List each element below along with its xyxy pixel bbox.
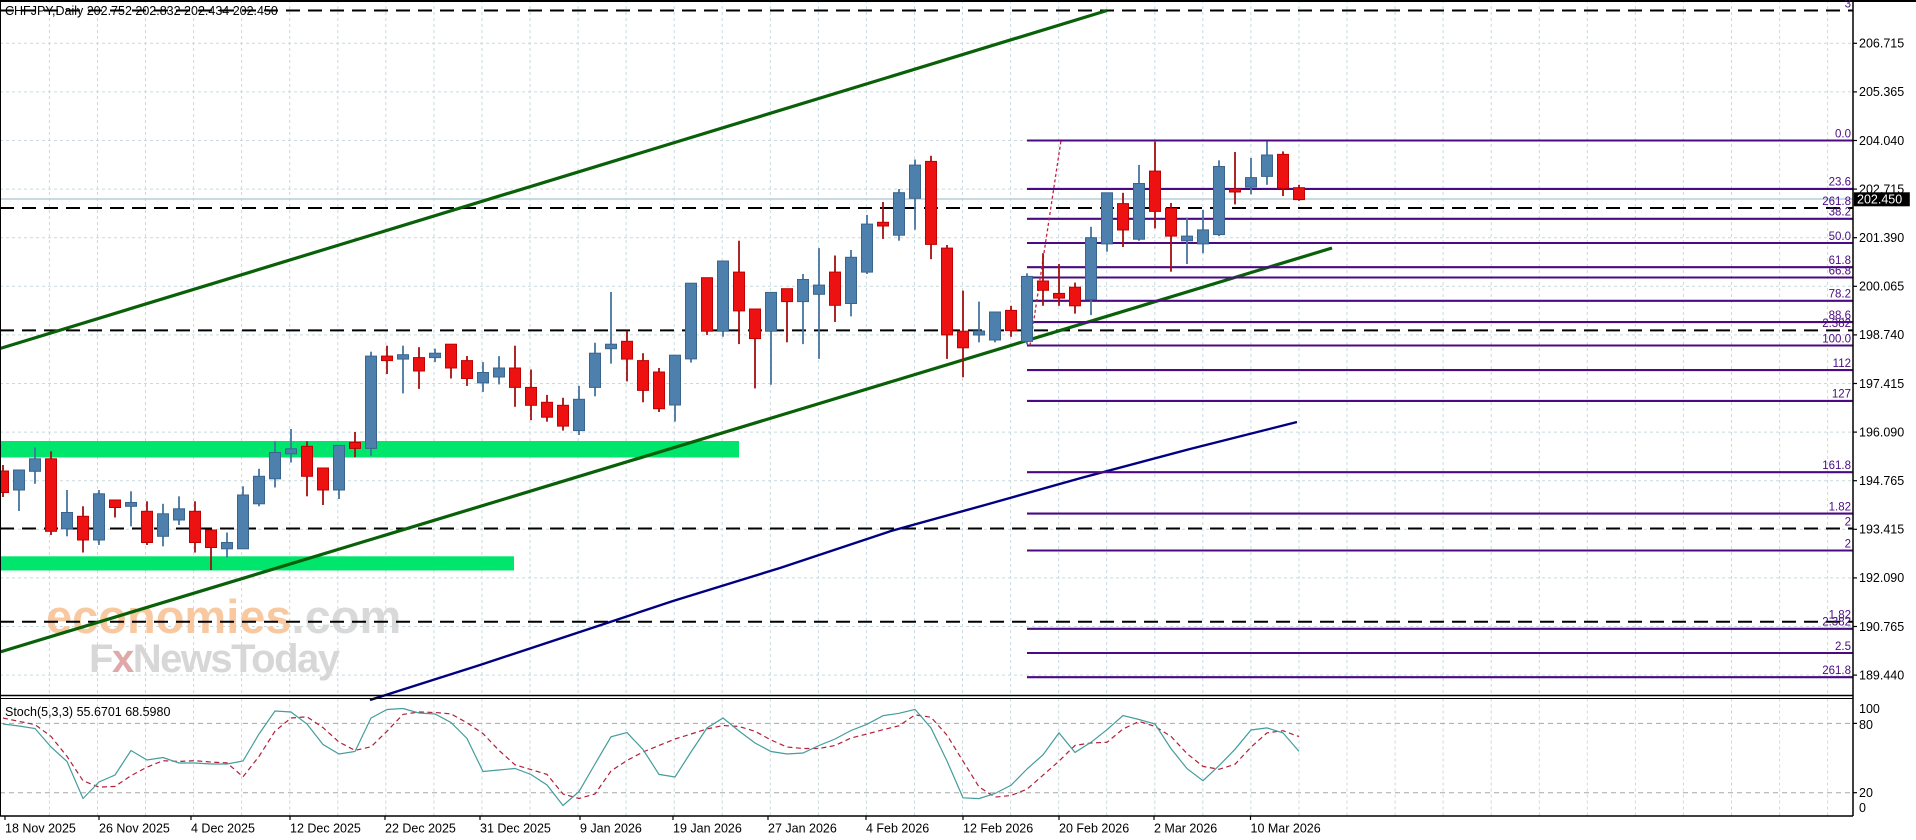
svg-text:38.2: 38.2 xyxy=(1829,207,1851,219)
svg-text:1.82: 1.82 xyxy=(1829,610,1851,622)
svg-text:161.8: 161.8 xyxy=(1822,460,1851,472)
svg-text:23.6: 23.6 xyxy=(1829,177,1851,189)
svg-text:80: 80 xyxy=(1859,718,1873,732)
svg-text:31 Dec 2025: 31 Dec 2025 xyxy=(480,822,551,836)
svg-text:26 Nov 2025: 26 Nov 2025 xyxy=(99,822,170,836)
svg-text:194.765: 194.765 xyxy=(1859,474,1904,488)
svg-text:193.415: 193.415 xyxy=(1859,523,1904,537)
svg-text:22 Dec 2025: 22 Dec 2025 xyxy=(385,822,456,836)
svg-text:78.2: 78.2 xyxy=(1829,289,1851,301)
svg-text:Stoch(5,3,3) 55.6701 68.5980: Stoch(5,3,3) 55.6701 68.5980 xyxy=(5,705,170,719)
svg-text:4 Feb 2026: 4 Feb 2026 xyxy=(866,822,929,836)
svg-text:18 Nov 2025: 18 Nov 2025 xyxy=(5,822,76,836)
svg-text:88.6: 88.6 xyxy=(1829,310,1851,322)
svg-text:12 Dec 2025: 12 Dec 2025 xyxy=(290,822,361,836)
svg-text:50.0: 50.0 xyxy=(1829,231,1851,243)
svg-text:0: 0 xyxy=(1859,801,1866,815)
svg-text:20: 20 xyxy=(1859,786,1873,800)
svg-text:201.390: 201.390 xyxy=(1859,231,1904,245)
svg-text:1.82: 1.82 xyxy=(1829,501,1851,513)
svg-text:198.740: 198.740 xyxy=(1859,328,1904,342)
svg-text:204.040: 204.040 xyxy=(1859,134,1904,148)
svg-text:100: 100 xyxy=(1859,702,1880,716)
svg-text:189.440: 189.440 xyxy=(1859,668,1904,682)
svg-text:3: 3 xyxy=(1845,0,1851,10)
svg-text:10 Mar 2026: 10 Mar 2026 xyxy=(1251,822,1321,836)
svg-text:19 Jan 2026: 19 Jan 2026 xyxy=(673,822,742,836)
svg-text:27 Jan 2026: 27 Jan 2026 xyxy=(768,822,837,836)
svg-text:economies.com: economies.com xyxy=(46,590,401,643)
svg-text:2.5: 2.5 xyxy=(1835,641,1851,653)
svg-text:4 Dec 2025: 4 Dec 2025 xyxy=(191,822,255,836)
svg-text:2: 2 xyxy=(1845,516,1851,528)
svg-text:261.8: 261.8 xyxy=(1822,196,1851,208)
svg-text:20 Feb 2026: 20 Feb 2026 xyxy=(1059,822,1129,836)
svg-text:196.090: 196.090 xyxy=(1859,425,1904,439)
svg-text:2 Mar 2026: 2 Mar 2026 xyxy=(1154,822,1217,836)
svg-text:112: 112 xyxy=(1833,358,1851,370)
svg-text:205.365: 205.365 xyxy=(1859,85,1904,99)
svg-text:202.450: 202.450 xyxy=(1857,193,1902,207)
svg-text:CHFJPY,Daily 202.752 202.832: CHFJPY,Daily 202.752 202.832 202.434 202… xyxy=(5,4,278,18)
svg-text:61.8: 61.8 xyxy=(1829,255,1851,267)
svg-text:200.065: 200.065 xyxy=(1859,280,1904,294)
svg-text:100.0: 100.0 xyxy=(1822,333,1851,345)
svg-text:127: 127 xyxy=(1832,389,1851,401)
svg-text:9 Jan 2026: 9 Jan 2026 xyxy=(580,822,642,836)
svg-text:261.8: 261.8 xyxy=(1822,665,1851,677)
svg-text:66.8: 66.8 xyxy=(1829,265,1851,277)
svg-text:190.765: 190.765 xyxy=(1859,620,1904,634)
svg-text:192.090: 192.090 xyxy=(1859,571,1904,585)
svg-text:206.715: 206.715 xyxy=(1859,37,1904,51)
svg-text:FxNewsToday: FxNewsToday xyxy=(89,637,341,681)
svg-text:2: 2 xyxy=(1845,538,1851,550)
svg-text:2.382: 2.382 xyxy=(1822,318,1851,330)
svg-text:0.0: 0.0 xyxy=(1835,128,1851,140)
svg-text:197.415: 197.415 xyxy=(1859,377,1904,391)
svg-text:12 Feb 2026: 12 Feb 2026 xyxy=(963,822,1033,836)
svg-text:2.382: 2.382 xyxy=(1822,617,1851,629)
